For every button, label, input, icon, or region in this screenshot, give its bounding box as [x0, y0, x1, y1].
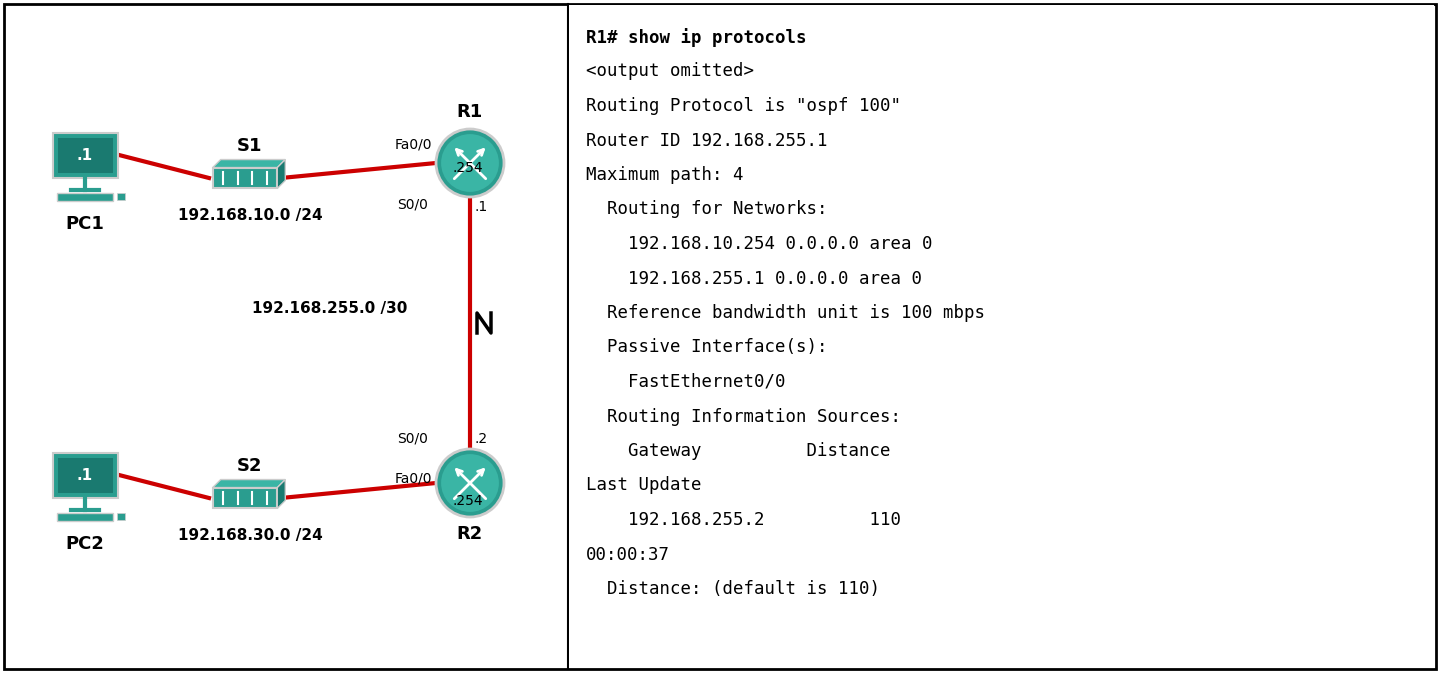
Text: Maximum path: 4: Maximum path: 4	[586, 166, 743, 184]
Text: Fa0/0: Fa0/0	[395, 471, 432, 485]
FancyBboxPatch shape	[58, 458, 112, 493]
FancyBboxPatch shape	[213, 487, 278, 508]
Text: S0/0: S0/0	[397, 198, 428, 212]
FancyBboxPatch shape	[58, 513, 112, 520]
Text: <output omitted>: <output omitted>	[586, 63, 755, 81]
Circle shape	[436, 129, 504, 197]
Text: Routing for Networks:: Routing for Networks:	[586, 201, 828, 219]
Text: Router ID 192.168.255.1: Router ID 192.168.255.1	[586, 131, 828, 149]
Text: .254: .254	[452, 161, 482, 175]
Text: Reference bandwidth unit is 100 mbps: Reference bandwidth unit is 100 mbps	[586, 304, 985, 322]
Text: S1: S1	[236, 137, 262, 155]
FancyBboxPatch shape	[569, 5, 1434, 668]
Text: S0/0: S0/0	[397, 432, 428, 446]
Text: 192.168.10.254 0.0.0.0 area 0: 192.168.10.254 0.0.0.0 area 0	[586, 235, 933, 253]
Text: Routing Information Sources:: Routing Information Sources:	[586, 407, 901, 425]
Text: R1: R1	[456, 103, 484, 121]
Text: 192.168.255.2          110: 192.168.255.2 110	[586, 511, 901, 529]
Text: R2: R2	[456, 525, 484, 543]
FancyBboxPatch shape	[213, 168, 278, 188]
Text: .254: .254	[452, 494, 482, 508]
FancyBboxPatch shape	[58, 192, 112, 201]
Text: Gateway          Distance: Gateway Distance	[586, 442, 890, 460]
Text: .1: .1	[76, 147, 94, 162]
FancyBboxPatch shape	[52, 133, 118, 178]
FancyBboxPatch shape	[117, 513, 125, 520]
Text: FastEthernet0/0: FastEthernet0/0	[586, 373, 785, 391]
Text: .1: .1	[76, 468, 94, 483]
Text: S2: S2	[236, 456, 262, 474]
FancyBboxPatch shape	[117, 192, 125, 199]
FancyBboxPatch shape	[58, 137, 112, 172]
FancyBboxPatch shape	[52, 452, 118, 497]
Circle shape	[441, 134, 498, 192]
Text: 192.168.30.0 /24: 192.168.30.0 /24	[177, 528, 323, 543]
Text: R1# show ip protocols: R1# show ip protocols	[586, 28, 806, 47]
Text: 00:00:37: 00:00:37	[586, 546, 670, 563]
Text: 192.168.255.0 /30: 192.168.255.0 /30	[252, 301, 408, 316]
Text: 192.168.255.1 0.0.0.0 area 0: 192.168.255.1 0.0.0.0 area 0	[586, 269, 922, 287]
Polygon shape	[213, 480, 285, 487]
Text: PC1: PC1	[66, 215, 105, 233]
Text: Fa0/0: Fa0/0	[395, 138, 432, 152]
Polygon shape	[278, 480, 285, 508]
Polygon shape	[213, 160, 285, 168]
Circle shape	[436, 449, 504, 517]
Polygon shape	[278, 160, 285, 188]
Text: .1: .1	[475, 200, 488, 214]
Text: Routing Protocol is "ospf 100": Routing Protocol is "ospf 100"	[586, 97, 901, 115]
Text: Last Update: Last Update	[586, 476, 701, 495]
Text: Passive Interface(s):: Passive Interface(s):	[586, 339, 828, 357]
Text: 192.168.10.0 /24: 192.168.10.0 /24	[177, 208, 323, 223]
FancyBboxPatch shape	[4, 4, 1436, 669]
Circle shape	[441, 454, 498, 512]
Text: Distance: (default is 110): Distance: (default is 110)	[586, 580, 880, 598]
Text: PC2: PC2	[66, 535, 105, 553]
Text: .2: .2	[475, 432, 488, 446]
